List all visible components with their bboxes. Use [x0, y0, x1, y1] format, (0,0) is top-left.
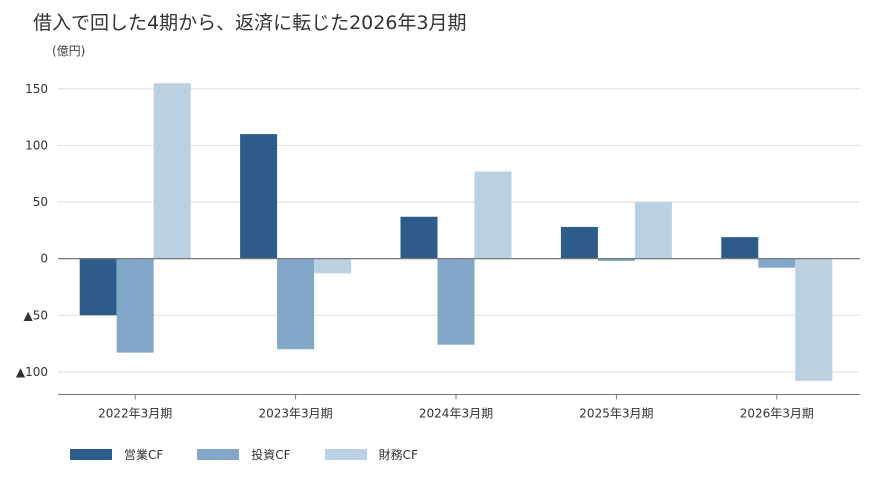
x-tick-label: 2022年3月期: [98, 407, 172, 421]
bar-investing: [437, 258, 475, 345]
bar-chart: 150 100 50 0 ▲50 ▲100 2022年3月期 2023年3月期 2024年3月期…: [16, 82, 860, 421]
chart-title: 借入で回した4期から、返済に転じた2026年3月期: [33, 12, 467, 34]
bar-financing: [795, 258, 833, 381]
x-tick-label: 2026年3月期: [740, 407, 814, 421]
legend-label-investing: 投資CF: [251, 448, 291, 462]
y-tick-label: ▲100: [16, 365, 48, 379]
bar-operating: [560, 226, 598, 259]
bar-investing: [597, 258, 635, 261]
y-tick-label: 50: [33, 195, 48, 209]
bar-financing: [153, 83, 191, 259]
x-tick-label: 2023年3月期: [259, 407, 333, 421]
legend-swatch-operating: [70, 449, 112, 460]
legend-label-operating: 営業CF: [124, 448, 164, 462]
legend-item-investing: 投資CF: [197, 446, 291, 463]
bar-operating: [79, 258, 117, 316]
y-tick-label: 150: [25, 82, 48, 96]
y-tick-label: 0: [40, 252, 48, 266]
y-axis-unit-label: (億円): [52, 44, 86, 58]
bar-financing: [474, 171, 512, 259]
bar-operating: [240, 134, 278, 259]
bar-investing: [277, 258, 315, 350]
bar-financing: [314, 258, 352, 274]
legend-item-operating: 営業CF: [70, 446, 163, 463]
legend: 営業CF 投資CF 財務CF: [70, 446, 452, 463]
y-tick-label: 100: [25, 138, 48, 152]
legend-label-financing: 財務CF: [378, 448, 418, 462]
x-tick-label: 2024年3月期: [419, 407, 493, 421]
x-tick-label: 2025年3月期: [579, 407, 653, 421]
bar-operating: [721, 237, 759, 259]
bar-investing: [758, 258, 796, 268]
bar-operating: [400, 216, 438, 259]
legend-swatch-investing: [197, 449, 240, 460]
bar-investing: [116, 258, 154, 353]
legend-item-financing: 財務CF: [324, 446, 418, 463]
bar-financing: [634, 202, 672, 259]
y-tick-label: ▲50: [24, 308, 49, 322]
legend-swatch-financing: [324, 449, 367, 460]
